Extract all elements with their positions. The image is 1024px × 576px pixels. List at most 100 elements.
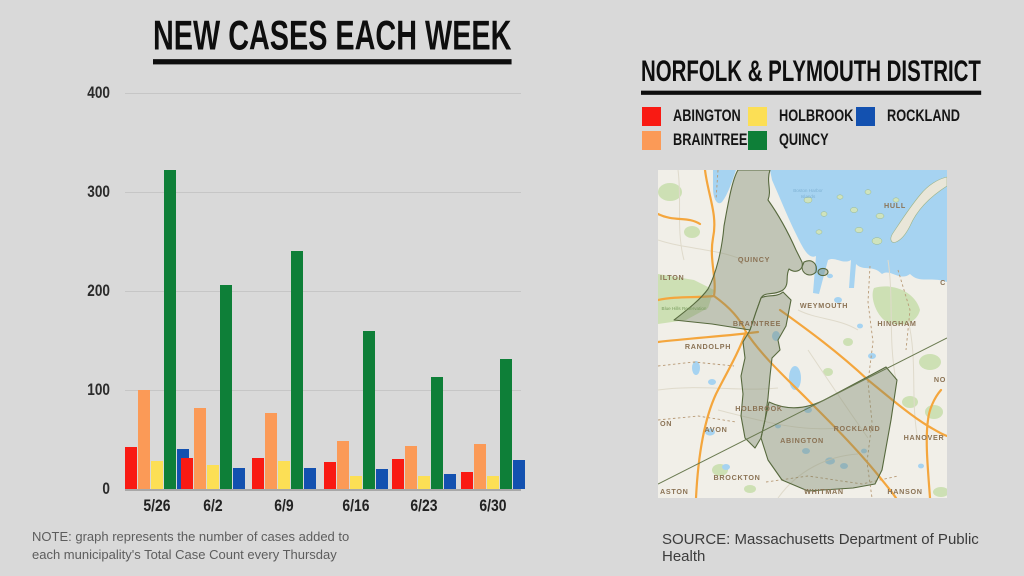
chart-title: NEW CASES EACH WEEK	[153, 14, 512, 65]
y-tick-label-0: 0	[102, 479, 110, 498]
district-shaded-areas	[673, 169, 898, 492]
bar-holbrook-6/23	[418, 476, 430, 489]
map-highways	[656, 168, 949, 500]
map-label-randolph: RANDOLPH	[685, 342, 731, 351]
bar-holbrook-6/2	[207, 465, 219, 489]
map-label-abington: ABINGTON	[780, 436, 824, 445]
bar-braintree-6/16	[337, 441, 349, 489]
map-label-ilton: ILTON	[660, 273, 684, 282]
legend-item-abington: ABINGTON	[642, 106, 763, 126]
bar-group-6/30	[461, 359, 526, 489]
bar-rockland-6/23	[444, 474, 456, 489]
map-ponds	[692, 273, 924, 470]
bar-abington-6/30	[461, 472, 473, 489]
bar-quincy-6/2	[220, 285, 232, 489]
map-minor-roads	[657, 169, 919, 499]
map-water	[713, 170, 948, 294]
legend-label-quincy: QUINCY	[779, 130, 829, 149]
map-label-weymouth: WEYMOUTH	[800, 301, 848, 310]
braintree-holbrook-area	[740, 291, 792, 449]
bar-braintree-6/9	[265, 413, 277, 489]
source-text: SOURCE: Massachusetts Department of Publ…	[662, 531, 979, 565]
district-map: Boston Harbor Islands Blue Hills Reserva…	[656, 168, 949, 500]
gridline-200	[125, 291, 521, 292]
legend: ABINGTON HOLBROOK ROCKLAND BRAINTREE QUINCY	[642, 106, 972, 154]
bar-group-6/23	[392, 377, 457, 489]
quincy-area	[673, 169, 803, 331]
bar-braintree-6/30	[474, 444, 486, 489]
y-tick-label-200: 200	[87, 281, 110, 300]
bar-abington-6/23	[392, 459, 404, 489]
map-label-holbrook: HOLBROOK	[735, 404, 783, 413]
map-label-c: C	[940, 278, 946, 287]
bar-quincy-6/30	[500, 359, 512, 489]
bar-group-6/2	[181, 285, 246, 489]
y-tick-label-100: 100	[87, 380, 110, 399]
bar-holbrook-6/30	[487, 476, 499, 489]
x-tick-label-5/26: 5/26	[143, 496, 171, 515]
bar-braintree-5/26	[138, 390, 150, 489]
bar-holbrook-6/16	[350, 476, 362, 489]
map-park-areas	[658, 183, 949, 497]
gridline-400	[125, 93, 521, 94]
note-line-1: NOTE: graph represents the number of cas…	[32, 529, 350, 544]
legend-swatch-braintree	[642, 130, 661, 150]
map-label-rockland: ROCKLAND	[834, 424, 881, 433]
bar-abington-5/26	[125, 447, 137, 489]
bar-group-6/16	[324, 331, 389, 489]
bar-quincy-6/16	[363, 331, 375, 489]
bar-abington-6/2	[181, 458, 193, 489]
legend-swatch-abington	[642, 106, 661, 126]
map-label-whitman: WHITMAN	[804, 487, 844, 496]
legend-item-holbrook: HOLBROOK	[748, 106, 878, 126]
map-label-hanson: HANSON	[887, 487, 922, 496]
map-label-hanover: HANOVER	[904, 433, 945, 442]
bar-holbrook-5/26	[151, 461, 163, 489]
map-label-on: ON	[660, 419, 672, 428]
x-tick-label-6/16: 6/16	[342, 496, 370, 515]
water-label-2: Islands	[801, 194, 816, 199]
map-label-hull: HULL	[884, 201, 906, 210]
bar-rockland-6/9	[304, 468, 316, 489]
legend-swatch-holbrook	[748, 106, 767, 126]
bar-quincy-5/26	[164, 170, 176, 489]
chart-note: NOTE: graph represents the number of cas…	[32, 528, 349, 564]
x-tick-label-6/23: 6/23	[410, 496, 438, 515]
map-label-quincy: QUINCY	[738, 255, 770, 264]
bar-rockland-6/2	[233, 468, 245, 489]
district-heading: NORFOLK & PLYMOUTH DISTRICT	[641, 55, 981, 95]
hull-peninsula	[890, 176, 948, 243]
plot-area	[125, 93, 525, 489]
legend-item-rockland: ROCKLAND	[856, 106, 984, 126]
bar-rockland-6/16	[376, 469, 388, 489]
legend-swatch-rockland	[856, 106, 875, 126]
bar-group-5/26	[125, 170, 190, 489]
bar-braintree-6/23	[405, 446, 417, 489]
bar-rockland-6/30	[513, 460, 525, 489]
bar-braintree-6/2	[194, 408, 206, 489]
map-town-labels: QUINCY WEYMOUTH BRAINTREE HINGHAM HULL ILTON R…	[660, 201, 946, 496]
x-tick-label-6/9: 6/9	[274, 496, 294, 515]
x-tick-label-6/30: 6/30	[479, 496, 507, 515]
district-boundary-line	[657, 337, 948, 485]
map-label-avon: AVON	[704, 425, 727, 434]
note-line-2: each municipality's Total Case Count eve…	[32, 547, 337, 562]
map-label-brockton: BROCKTON	[714, 473, 761, 482]
map-label-braintree: BRAINTREE	[733, 319, 781, 328]
legend-item-quincy: QUINCY	[748, 130, 845, 150]
legend-item-braintree: BRAINTREE	[642, 130, 772, 150]
y-tick-label-400: 400	[87, 83, 110, 102]
x-tick-label-6/2: 6/2	[203, 496, 223, 515]
bar-group-6/9	[252, 251, 317, 489]
bar-abington-6/9	[252, 458, 264, 489]
map-label-no: NO	[934, 375, 946, 384]
legend-label-braintree: BRAINTREE	[673, 130, 748, 149]
water-label: Boston Harbor	[793, 188, 823, 193]
bar-holbrook-6/9	[278, 461, 290, 489]
bar-quincy-6/9	[291, 251, 303, 489]
legend-label-abington: ABINGTON	[673, 106, 741, 125]
y-tick-label-300: 300	[87, 182, 110, 201]
map-svg: Boston Harbor Islands Blue Hills Reserva…	[656, 168, 949, 500]
legend-label-rockland: ROCKLAND	[887, 106, 960, 125]
